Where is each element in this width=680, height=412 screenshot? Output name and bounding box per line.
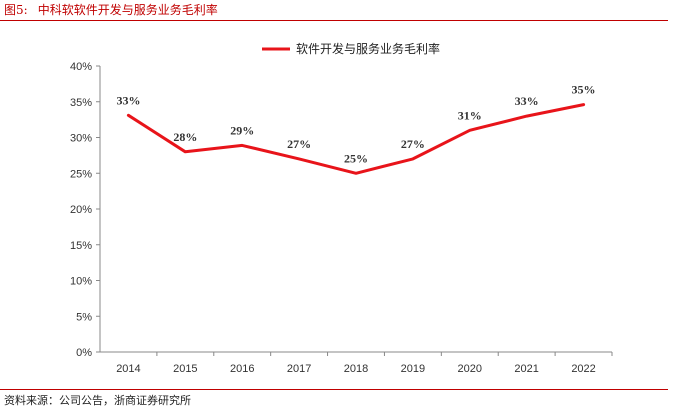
y-tick-label: 0% [76, 347, 92, 359]
source-note: 资料来源：公司公告，浙商证券研究所 [4, 394, 191, 407]
data-labels: 33% 28% 29% 27% 25% 27% 31% 33% 35% [116, 83, 595, 166]
data-label: 28% [173, 130, 197, 144]
data-label: 27% [401, 137, 425, 151]
x-tick-label: 2022 [571, 363, 595, 375]
data-label: 31% [458, 108, 482, 122]
data-label: 33% [116, 93, 140, 107]
y-tick-label: 15% [70, 240, 92, 252]
figure-title: 图5: 中科软软件开发与服务业务毛利率 [4, 0, 218, 20]
series-line [126, 103, 586, 175]
legend-label: 软件开发与服务业务毛利率 [296, 41, 440, 56]
data-label: 29% [230, 123, 254, 137]
x-tick-label: 2019 [401, 363, 425, 375]
data-label: 33% [515, 94, 539, 108]
data-label: 25% [344, 151, 368, 165]
y-tick-label: 10% [70, 276, 92, 288]
y-tick-label: 25% [70, 168, 92, 180]
y-tick-label: 20% [70, 204, 92, 216]
top-rule [0, 20, 668, 21]
x-tick-label: 2021 [514, 363, 538, 375]
x-axis-ticks: 2014 2015 2016 2017 2018 2019 2020 2021 2022 [116, 352, 613, 375]
x-tick-label: 2017 [287, 363, 311, 375]
y-tick-label: 40% [70, 61, 92, 73]
y-tick-label: 5% [76, 311, 92, 323]
data-label: 27% [287, 137, 311, 151]
y-axis-ticks: 0% 5% 10% 15% 20% 25% 30% 35% 40% [70, 61, 100, 359]
x-tick-label: 2015 [173, 363, 197, 375]
y-tick-label: 35% [70, 97, 92, 109]
x-tick-label: 2018 [344, 363, 368, 375]
legend: 软件开发与服务业务毛利率 [262, 41, 440, 56]
bottom-rule [0, 389, 668, 390]
x-tick-label: 2014 [116, 363, 140, 375]
x-tick-label: 2016 [230, 363, 254, 375]
y-tick-label: 30% [70, 133, 92, 145]
figure-title-text: 中科软软件开发与服务业务毛利率 [37, 3, 218, 17]
x-tick-label: 2020 [458, 363, 482, 375]
figure-number: 图5: [4, 3, 28, 17]
data-label: 35% [572, 83, 596, 97]
